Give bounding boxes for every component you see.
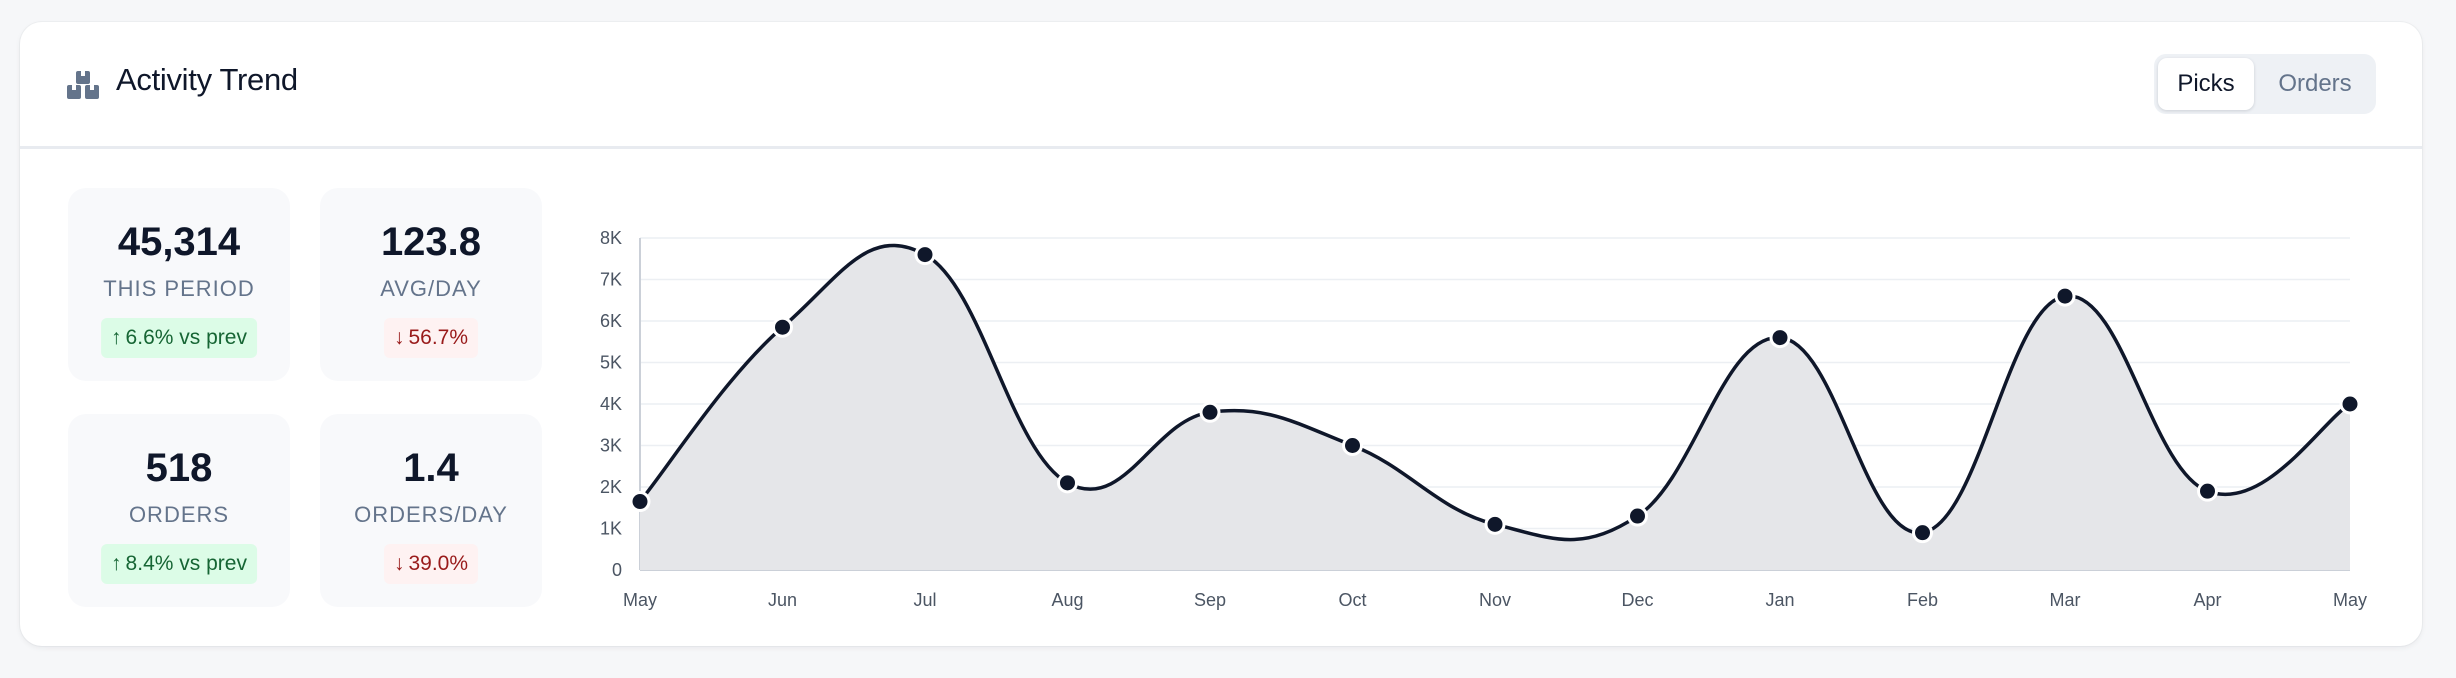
stat-label: THIS PERIOD	[103, 276, 255, 301]
stat-delta-badge: ↑ 6.6% vs prev	[101, 318, 257, 358]
arrow-up-icon: ↑	[111, 552, 122, 575]
data-point	[2197, 480, 2218, 502]
stat-delta-text: 39.0%	[408, 552, 469, 575]
y-tick-label: 3K	[600, 436, 622, 456]
data-point	[1199, 401, 1221, 423]
y-tick-label: 4K	[600, 394, 622, 414]
x-tick-label: Apr	[2193, 590, 2221, 610]
x-tick-label: Sep	[1194, 590, 1226, 610]
card-header: Activity Trend Picks Orders	[20, 22, 2422, 149]
data-point	[629, 491, 651, 513]
toggle-picks[interactable]: Picks	[2158, 58, 2254, 110]
stat-delta-badge: ↓ 56.7%	[383, 318, 479, 358]
x-tick-label: May	[2333, 590, 2367, 610]
y-tick-label: 7K	[600, 270, 622, 290]
metric-toggle: Picks Orders	[2154, 54, 2376, 114]
stat-delta-text: 56.7%	[408, 326, 469, 349]
activity-chart: 0 1K 2K 3K 4K 5K 6K 7K 8K May Jun Jul Aug Sep Oct Nov De…	[600, 228, 2367, 610]
y-tick-label: 8K	[600, 228, 622, 248]
x-tick-label: Nov	[1479, 590, 1511, 610]
stat-value: 123.8	[380, 220, 482, 264]
stat-value: 518	[145, 446, 213, 490]
data-point	[914, 244, 936, 266]
stat-value: 1.4	[403, 446, 459, 490]
data-point	[1484, 513, 1506, 535]
y-tick-label: 1K	[600, 519, 622, 539]
y-tick-label: 2K	[600, 477, 622, 497]
x-tick-label: Oct	[1338, 590, 1366, 610]
y-tick-label: 5K	[600, 353, 622, 373]
data-point	[772, 316, 793, 338]
stat-delta-badge: ↑ 8.4% vs prev	[101, 544, 257, 584]
arrow-down-icon: ↓	[393, 552, 405, 575]
y-tick-label: 6K	[600, 311, 622, 331]
stat-avg-day: 123.8 AVG/DAY ↓ 56.7%	[320, 188, 542, 381]
stat-delta-badge: ↓ 39.0%	[383, 544, 479, 584]
x-tick-label: Aug	[1051, 590, 1083, 610]
toggle-orders[interactable]: Orders	[2278, 70, 2352, 97]
data-point	[1912, 522, 1933, 544]
stat-label: ORDERS	[128, 502, 230, 527]
stat-orders: 518 ORDERS ↑ 8.4% vs prev	[68, 414, 290, 607]
stat-this-period: 45,314 THIS PERIOD ↑ 6.6% vs prev	[68, 188, 290, 381]
stat-value: 45,314	[117, 220, 241, 264]
data-point	[1342, 435, 1363, 456]
boxes-icon	[67, 71, 99, 99]
x-tick-label: Feb	[1907, 590, 1938, 610]
data-point	[2054, 285, 2076, 307]
data-point	[1057, 472, 1078, 494]
x-tick-label: Jan	[1765, 590, 1794, 610]
arrow-down-icon: ↓	[393, 326, 405, 349]
arrow-up-icon: ↑	[111, 326, 122, 349]
x-tick-label: Dec	[1621, 590, 1653, 610]
data-point	[1627, 505, 1648, 527]
x-tick-label: Jul	[913, 590, 936, 610]
stat-label: AVG/DAY	[380, 276, 482, 301]
stat-orders-day: 1.4 ORDERS/DAY ↓ 39.0%	[320, 414, 542, 607]
x-tick-label: Mar	[2050, 590, 2081, 610]
stat-delta-text: 6.6% vs prev	[125, 326, 247, 349]
activity-trend-card: Activity Trend Picks Orders 45,314 THIS …	[20, 22, 2422, 646]
card-title: Activity Trend	[116, 62, 298, 97]
x-tick-label: Jun	[768, 590, 797, 610]
data-point	[2339, 393, 2361, 415]
data-point	[1769, 327, 1791, 349]
y-tick-label: 0	[612, 560, 622, 580]
x-tick-label: May	[623, 590, 657, 610]
stat-delta-text: 8.4% vs prev	[125, 552, 247, 575]
stat-label: ORDERS/DAY	[354, 502, 508, 527]
